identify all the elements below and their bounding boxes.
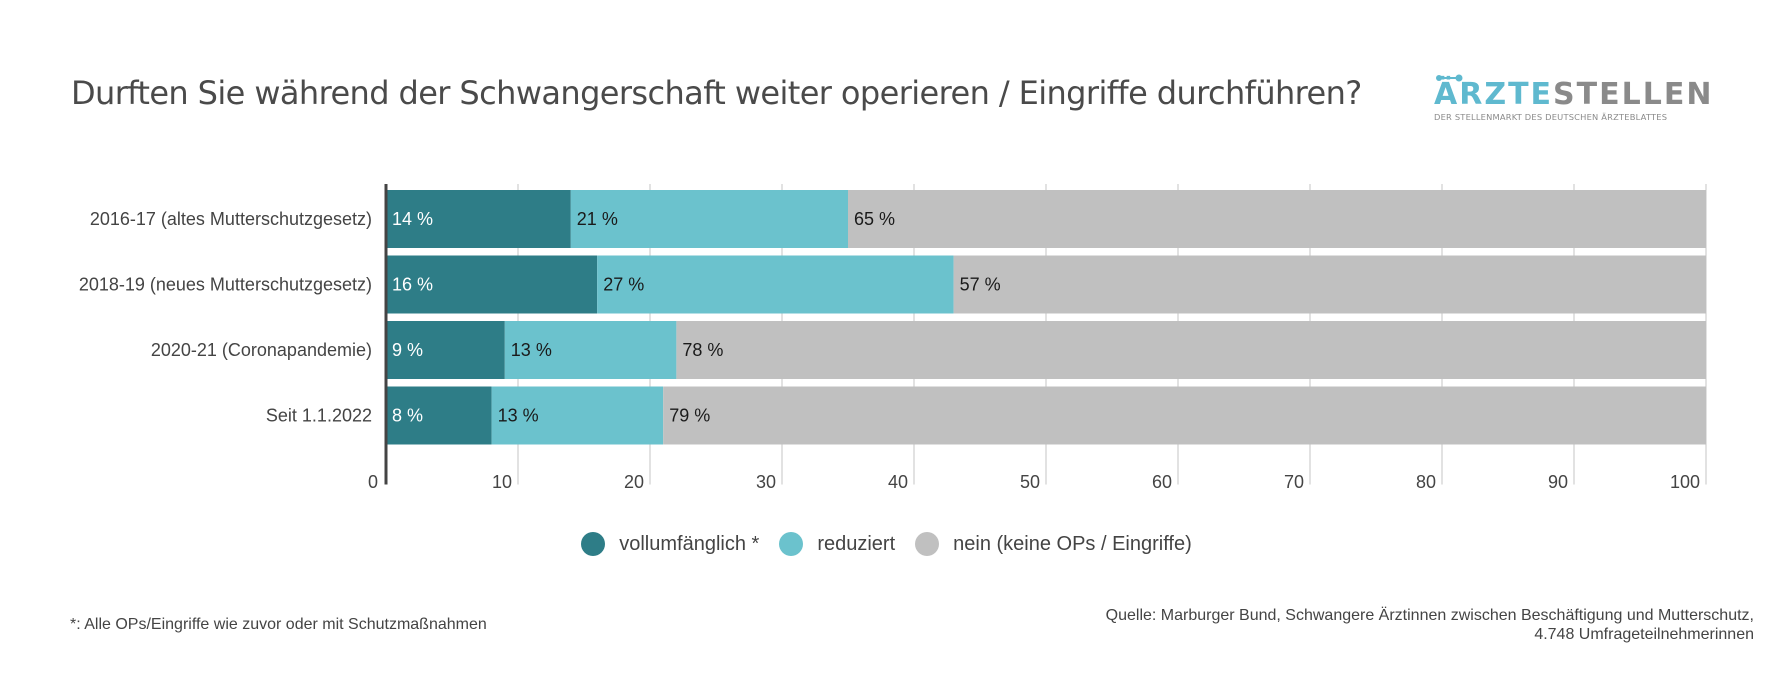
- x-tick-label: 30: [756, 472, 776, 492]
- legend-label: nein (keine OPs / Eingriffe): [953, 532, 1192, 555]
- bar-value-label: 78 %: [682, 340, 723, 360]
- bar-value-label: 13 %: [498, 406, 539, 426]
- bars: 14 % 21 % 65 % 16 % 27 % 57 % 9 % 13 % 78 % 8 % 13…: [386, 190, 1707, 445]
- logo-tagline: DER STELLENMARKT DES DEUTSCHEN ÄRZTEBLAT…: [1434, 112, 1668, 122]
- bar-value-label: 13 %: [511, 340, 552, 360]
- bar-segment: [597, 255, 954, 314]
- category-label: 2016-17 (altes Mutterschutzgesetz): [90, 209, 372, 229]
- logo-wordmark-part1: ÄRZTE: [1434, 77, 1554, 112]
- x-tick-label: 90: [1548, 472, 1568, 492]
- x-tick-label: 20: [624, 472, 644, 492]
- logo-wordmark: ÄRZTESTELLEN: [1434, 77, 1711, 112]
- bar-segment: [663, 386, 1707, 445]
- x-tick-label: 80: [1416, 472, 1436, 492]
- legend-label: reduziert: [817, 532, 896, 555]
- bar-segment: [386, 190, 571, 248]
- chart-title: Durften Sie während der Schwangerschaft …: [71, 74, 1362, 112]
- stacked-bar-chart: 14 % 21 % 65 % 16 % 27 % 57 % 9 % 13 % 78 % 8 % 13…: [79, 184, 1707, 492]
- bar-segment: [676, 321, 1706, 379]
- legend-swatch-icon: [915, 532, 940, 556]
- legend-item: reduziert: [779, 532, 895, 556]
- legend-item: nein (keine OPs / Eingriffe): [915, 532, 1192, 556]
- bar-value-label: 16 %: [392, 275, 433, 295]
- category-label: 2018-19 (neues Mutterschutzgesetz): [79, 275, 372, 295]
- source-line-2: 4.748 Umfrageteilnehmerinnen: [1534, 626, 1754, 643]
- category-labels: 2016-17 (altes Mutterschutzgesetz) 2018-1…: [79, 209, 372, 426]
- legend-swatch-icon: [581, 532, 606, 556]
- x-tick-label: 10: [492, 472, 512, 492]
- bar-segment: [386, 386, 492, 445]
- bar-value-label: 9 %: [392, 340, 423, 360]
- legend-item: vollumfänglich *: [581, 532, 759, 556]
- bar-segment: [504, 321, 677, 379]
- bar-value-label: 21 %: [577, 209, 618, 229]
- bar-segment: [953, 255, 1706, 314]
- legend: vollumfänglich * reduziert nein (keine OPs…: [0, 532, 1773, 556]
- bar-value-label: 79 %: [669, 406, 710, 426]
- category-label: 2020-21 (Coronapandemie): [151, 340, 372, 360]
- bar-value-label: 14 %: [392, 209, 433, 229]
- source-note: Quelle: Marburger Bund, Schwangere Ärzti…: [1106, 606, 1754, 644]
- x-tick-label: 60: [1152, 472, 1172, 492]
- bar-segment: [386, 321, 505, 379]
- bar-value-label: 8 %: [392, 406, 423, 426]
- aerztestellen-logo: ÄRZTESTELLEN DER STELLENMARKT DES DEUTSC…: [1434, 74, 1711, 122]
- bar-segment: [848, 190, 1706, 248]
- logo-wordmark-part2: STELLEN: [1553, 77, 1714, 112]
- footnote: *: Alle OPs/Eingriffe wie zuvor oder mit…: [70, 616, 487, 633]
- x-tick-labels: 0 10 20 30 40 50 60 70 80 90 100: [368, 472, 1700, 492]
- category-label: Seit 1.1.2022: [266, 406, 372, 426]
- x-tick-label: 0: [368, 472, 378, 492]
- bar-segment: [570, 190, 848, 248]
- x-tick-label: 50: [1020, 472, 1040, 492]
- bar-segment: [491, 386, 664, 445]
- legend-label: vollumfänglich *: [619, 532, 760, 555]
- x-tick-label: 40: [888, 472, 908, 492]
- legend-swatch-icon: [779, 532, 804, 556]
- bar-value-label: 57 %: [960, 275, 1001, 295]
- bar-value-label: 65 %: [854, 209, 895, 229]
- x-tick-label: 100: [1670, 472, 1700, 492]
- bar-segment: [386, 255, 598, 314]
- bar-value-label: 27 %: [603, 275, 644, 295]
- source-line-1: Quelle: Marburger Bund, Schwangere Ärzti…: [1105, 607, 1754, 624]
- x-tick-label: 70: [1284, 472, 1304, 492]
- logo-umlaut-dots-icon: [1436, 74, 1463, 82]
